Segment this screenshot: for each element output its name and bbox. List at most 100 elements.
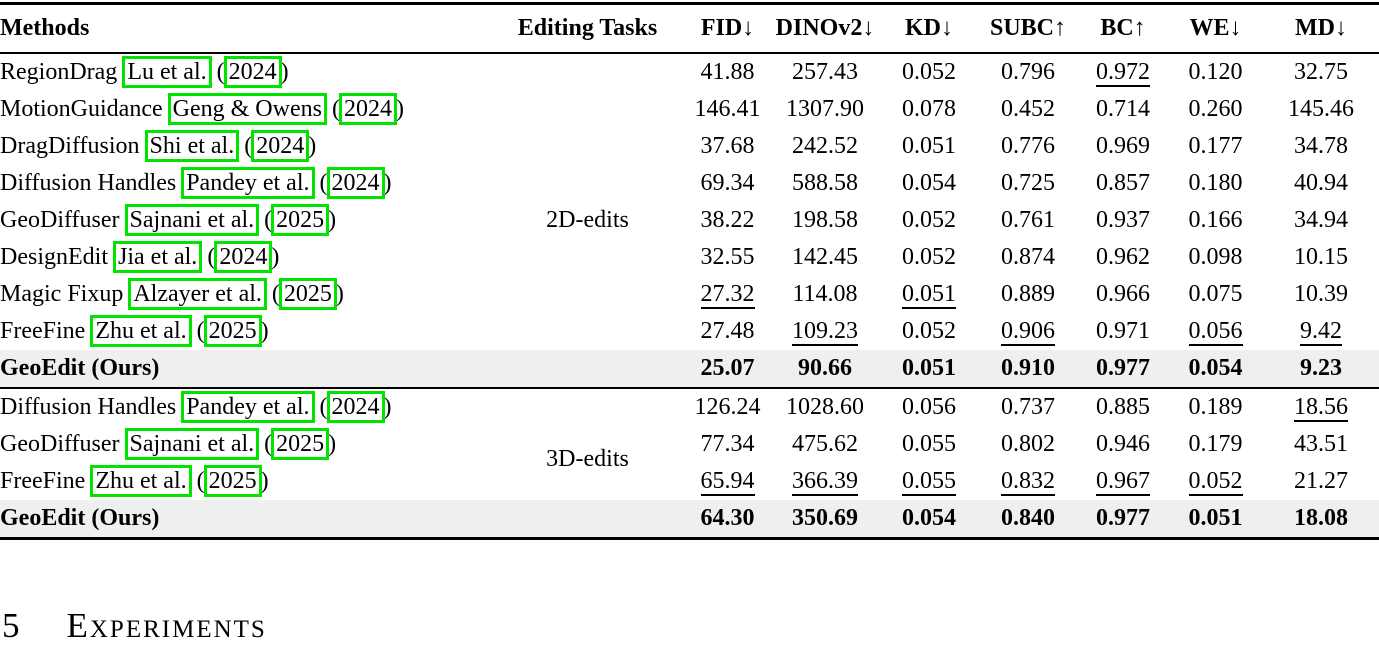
method-cell: Magic Fixup Alzayer et al. (2025) [0,278,344,310]
metric-value: 38.22 [700,207,755,233]
metric-value: 0.189 [1188,394,1243,420]
citation-year-link[interactable]: 2024 [214,241,273,273]
metric-value: 0.180 [1188,170,1243,196]
metric-value: 0.966 [1096,281,1150,307]
table-row: GeoEdit (Ours) 25.07 90.66 0.051 0.910 0.977 0… [0,350,1379,389]
citation-link[interactable]: Sajnani et al. [124,204,260,236]
metric-value: 90.66 [770,350,880,389]
table-row: GeoDiffuser Sajnani et al. (2025) 2D-edit… [0,202,1379,239]
metric-value: 0.725 [1001,170,1055,196]
metric-value: 9.23 [1263,350,1379,389]
task-cell: 3D-edits [490,426,685,472]
metric-value: 0.260 [1188,96,1243,122]
metric-value: 37.68 [700,133,755,159]
task-cell [490,276,685,313]
metric-value: 0.051 [1168,500,1263,540]
metric-value: 0.962 [1096,244,1150,270]
citation-year-link[interactable]: 2025 [203,465,262,497]
citation-year-link[interactable]: 2025 [271,204,330,236]
citation-year-link[interactable]: 2024 [251,130,310,162]
metric-value: 1307.90 [786,96,864,122]
metric-value: 0.969 [1096,133,1150,159]
metric-value: 41.88 [700,59,755,85]
table-row: FreeFine Zhu et al. (2025) 65.94 366.39 0.0… [0,463,1379,500]
metric-value: 0.977 [1078,350,1168,389]
metric-value: 0.885 [1096,394,1150,420]
metric-value: 10.15 [1294,244,1348,270]
metric-value: 0.776 [1001,133,1055,159]
citation-link[interactable]: Zhu et al. [90,315,192,347]
method-cell: GeoDiffuser Sajnani et al. (2025) [0,204,337,236]
citation-link[interactable]: Alzayer et al. [128,278,267,310]
citation-link[interactable]: Sajnani et al. [124,428,260,460]
metric-value: 0.857 [1096,170,1150,196]
metric-value: 0.874 [1001,244,1055,270]
metric-value: 0.761 [1001,207,1055,233]
section-number: 5 [2,606,20,645]
metric-value: 0.051 [902,281,956,309]
column-header-dinov2: DINOv2↓ [770,2,880,54]
metric-value: 146.41 [694,96,761,122]
method-cell: Diffusion Handles Pandey et al. (2024) [0,391,392,423]
metric-value: 0.098 [1188,244,1243,270]
citation-year-link[interactable]: 2025 [278,278,337,310]
metric-value: 0.075 [1188,281,1243,307]
metric-value: 0.054 [1168,350,1263,389]
citation-year-link[interactable]: 2024 [338,93,397,125]
metric-value: 145.46 [1288,96,1354,122]
metric-value: 0.840 [978,500,1078,540]
column-header-editing-tasks: Editing Tasks [490,2,685,54]
citation-year-link[interactable]: 2024 [326,167,385,199]
table-row: FreeFine Zhu et al. (2025) 27.48 109.23 0.0… [0,313,1379,350]
metric-value: 32.75 [1294,59,1348,85]
section-title: Experiments [66,606,267,645]
metric-value: 0.054 [902,170,956,196]
task-cell [490,350,685,389]
results-table: Methods Editing Tasks FID↓ DINOv2↓ KD↓ S… [0,2,1379,540]
method-cell: FreeFine Zhu et al. (2025) [0,465,269,497]
citation-year-link[interactable]: 2025 [203,315,262,347]
metric-value: 0.056 [1188,318,1243,346]
column-header-subc: SUBC↑ [978,2,1078,54]
metric-value: 69.34 [700,170,755,196]
metric-value: 475.62 [792,431,858,457]
citation-link[interactable]: Geng & Owens [167,93,327,125]
metric-value: 0.946 [1096,431,1150,457]
metric-value: 0.452 [1001,96,1055,122]
method-cell: GeoEdit (Ours) [0,500,490,540]
citation-link[interactable]: Zhu et al. [90,465,192,497]
task-label: 2D-edits [546,207,629,233]
metric-value: 0.052 [902,318,956,344]
column-header-methods: Methods [0,2,490,54]
citation-link[interactable]: Pandey et al. [181,167,315,199]
table-row: GeoEdit (Ours) 64.30 350.69 0.054 0.840 0.977… [0,500,1379,540]
metric-value: 27.32 [700,281,755,309]
citation-link[interactable]: Jia et al. [112,241,203,273]
metric-value: 34.94 [1294,207,1348,233]
task-cell [490,239,685,276]
method-cell: DesignEdit Jia et al. (2024) [0,241,280,273]
table-row: GeoDiffuser Sajnani et al. (2025) 3D-edit… [0,426,1379,472]
citation-link[interactable]: Pandey et al. [181,391,315,423]
citation-year-link[interactable]: 2025 [271,428,330,460]
citation-year-link[interactable]: 2024 [223,56,282,88]
metric-value: 350.69 [770,500,880,540]
task-cell [490,500,685,540]
table-row: RegionDrag Lu et al. (2024) 41.88 257.43 0.… [0,53,1379,91]
metric-value: 114.08 [792,281,858,307]
metric-value: 0.910 [978,350,1078,389]
metric-value: 1028.60 [786,394,864,420]
metric-value: 142.45 [792,244,858,270]
section-heading: 5 Experiments [2,606,1379,646]
metric-value: 21.27 [1294,468,1348,494]
metric-value: 126.24 [694,394,761,420]
metric-value: 0.906 [1001,318,1055,346]
method-cell: GeoDiffuser Sajnani et al. (2025) [0,428,337,460]
table-row: Diffusion Handles Pandey et al. (2024) 12… [0,388,1379,426]
metric-value: 0.937 [1096,207,1150,233]
citation-year-link[interactable]: 2024 [326,391,385,423]
citation-link[interactable]: Shi et al. [144,130,240,162]
task-cell [490,165,685,202]
metric-value: 32.55 [700,244,755,270]
citation-link[interactable]: Lu et al. [122,56,212,88]
